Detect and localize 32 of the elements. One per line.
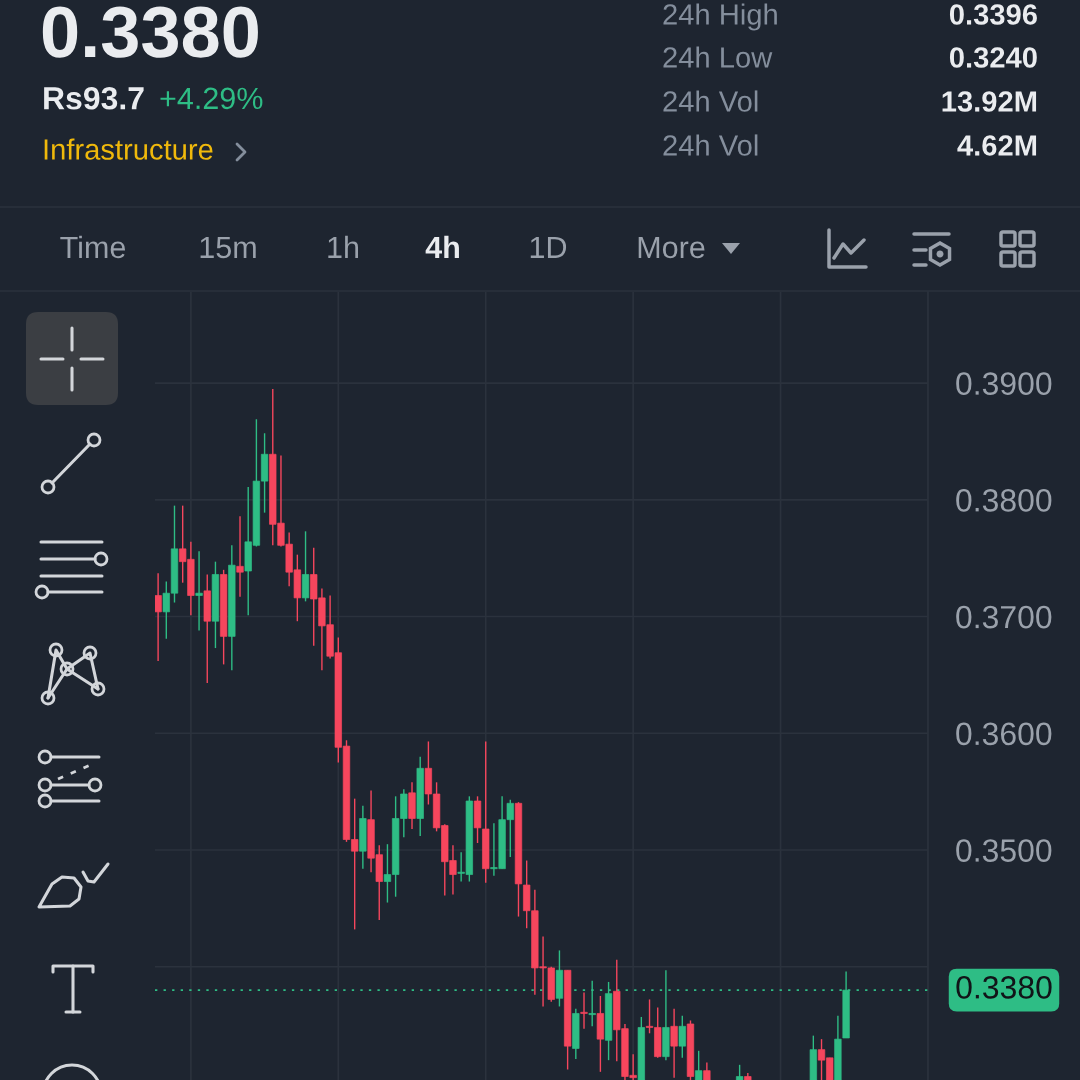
text: 4.62M xyxy=(957,135,1037,156)
y-tick-label: 0.3600 xyxy=(956,722,1052,746)
text: Time xyxy=(60,235,126,259)
ref-line-label: 0.3380 xyxy=(956,976,1052,999)
text: More xyxy=(638,236,705,259)
candlestick xyxy=(236,515,244,598)
y-tick-label: 0.3900 xyxy=(956,372,1052,395)
text: Infrastructure xyxy=(44,138,213,160)
candlestick xyxy=(155,572,162,662)
text: 0.3396 xyxy=(949,4,1037,25)
candlestick xyxy=(695,1050,703,1080)
candlestick xyxy=(670,1008,678,1079)
text: 0.3380 xyxy=(42,6,258,58)
text: 1h xyxy=(328,235,359,258)
candlestick xyxy=(678,1015,686,1059)
text: 24h Vol xyxy=(663,90,758,112)
text: 24h High xyxy=(663,3,777,31)
y-tick-label: 0.3800 xyxy=(956,489,1052,512)
y-tick-label: 0.3700 xyxy=(956,605,1052,629)
text: Rs93.7 xyxy=(44,86,144,110)
text: 4h xyxy=(425,235,459,258)
text: +4.29% xyxy=(160,87,263,110)
candlestick xyxy=(580,991,588,1030)
candlestick xyxy=(301,530,310,603)
candlestick xyxy=(195,550,203,632)
y-tick-label: 0.3500 xyxy=(956,839,1052,862)
text: 13.92M xyxy=(942,91,1037,112)
text: 0.3240 xyxy=(949,47,1037,68)
text: 15m xyxy=(200,236,256,259)
text: 24h Low xyxy=(663,46,773,68)
text: 24h Vol xyxy=(663,134,758,156)
text: 1D xyxy=(530,236,567,258)
